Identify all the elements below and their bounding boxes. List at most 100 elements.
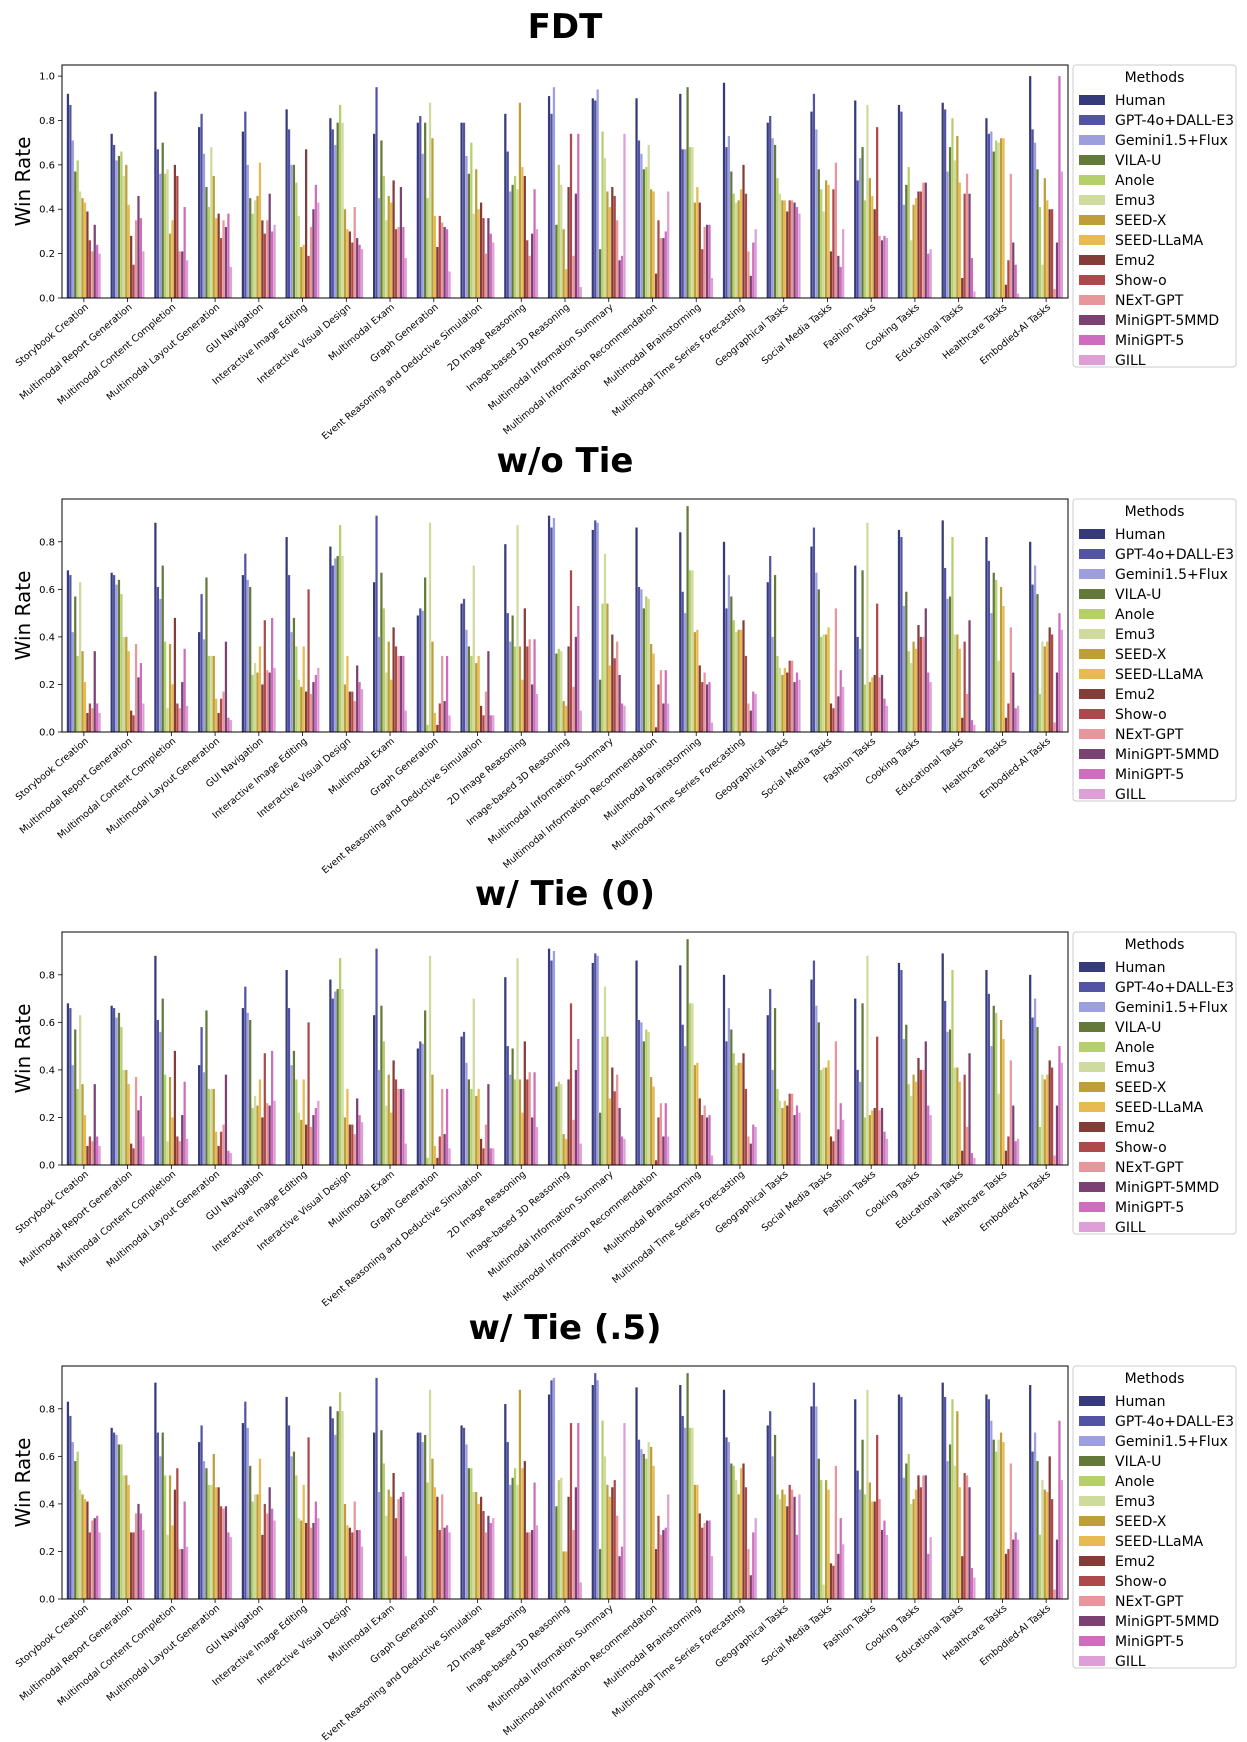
bar	[878, 1499, 881, 1599]
bar	[929, 1115, 932, 1165]
bar	[698, 202, 701, 298]
bar	[185, 1138, 189, 1165]
bar	[183, 648, 186, 732]
bar	[902, 1477, 905, 1599]
bar	[358, 682, 361, 732]
bar	[1046, 641, 1049, 732]
bar	[351, 1532, 354, 1599]
bar	[783, 1494, 786, 1599]
bar	[739, 189, 743, 298]
bar	[341, 122, 344, 298]
bar	[664, 231, 667, 298]
bar	[730, 1463, 733, 1599]
bar	[608, 1098, 611, 1165]
bar	[1043, 1489, 1046, 1599]
bar	[1051, 1499, 1054, 1599]
legend-label: MiniGPT-5MMD	[1115, 747, 1219, 763]
legend-title: Methods	[1125, 504, 1185, 520]
bar	[382, 1041, 385, 1165]
bar	[710, 722, 714, 732]
bar	[377, 1492, 381, 1599]
bar	[654, 1160, 658, 1165]
bar	[567, 187, 570, 298]
bar	[735, 1065, 738, 1165]
bar	[416, 615, 419, 732]
bar	[475, 169, 478, 298]
bar	[509, 1074, 512, 1165]
x-tick-label: Storybook Creation	[14, 736, 91, 803]
bar	[973, 291, 976, 298]
bar	[754, 1518, 757, 1599]
bar	[946, 1031, 949, 1165]
bar	[394, 1079, 398, 1165]
bar	[829, 703, 833, 732]
bar	[122, 175, 125, 298]
bar	[613, 1091, 616, 1165]
bar	[705, 1520, 709, 1599]
bar	[142, 1136, 145, 1165]
bar	[620, 1546, 624, 1599]
bar	[377, 1069, 381, 1165]
bar	[176, 703, 179, 732]
bar	[905, 184, 908, 298]
bar	[445, 655, 449, 732]
bar	[154, 91, 157, 298]
bar	[173, 1489, 177, 1599]
legend-label: GILL	[1115, 787, 1146, 803]
bar	[475, 1096, 478, 1165]
bar	[200, 1425, 203, 1599]
bar	[730, 1029, 733, 1165]
bar	[96, 244, 99, 298]
bar	[1060, 1480, 1063, 1599]
legend-label: GILL	[1115, 1220, 1146, 1236]
legend-label: NExT-GPT	[1115, 1160, 1184, 1176]
y-axis-label: Win Rate	[11, 137, 35, 227]
bar	[737, 1494, 740, 1599]
bar	[392, 627, 395, 732]
bar	[703, 1105, 706, 1165]
bar	[348, 231, 351, 298]
bar	[565, 269, 568, 298]
bar	[268, 1105, 271, 1165]
bar	[598, 1112, 602, 1165]
bar	[953, 160, 957, 298]
bar	[659, 1103, 663, 1165]
bar	[334, 558, 337, 732]
bar	[948, 1444, 952, 1599]
legend-label: SEED-X	[1115, 647, 1167, 663]
bar	[1004, 284, 1008, 298]
bar	[297, 679, 300, 732]
bar	[385, 672, 388, 732]
bar	[944, 1000, 947, 1165]
bar	[115, 1434, 118, 1599]
legend-title: Methods	[1125, 1371, 1185, 1387]
bar	[443, 1134, 446, 1165]
bar	[482, 218, 485, 298]
y-tick-label: 0.2	[39, 680, 55, 691]
bar	[693, 632, 697, 732]
bar	[999, 1019, 1003, 1165]
bar	[441, 1088, 444, 1165]
bar	[616, 641, 619, 732]
bar	[492, 1148, 495, 1165]
bar	[292, 1050, 296, 1165]
bar	[618, 1107, 621, 1165]
bar	[555, 224, 558, 298]
bar	[295, 1079, 298, 1165]
bar	[941, 1382, 944, 1599]
bar	[944, 567, 947, 732]
bar	[346, 655, 349, 732]
legend-label: GPT-4o+DALL-E3	[1115, 547, 1234, 563]
bar	[608, 665, 611, 732]
bar	[547, 515, 551, 732]
legend-label: Show-o	[1115, 1574, 1167, 1590]
bar	[924, 608, 927, 732]
bar	[776, 1088, 779, 1165]
bar	[705, 224, 709, 298]
bar	[1007, 703, 1010, 732]
bar	[249, 586, 252, 732]
bar	[258, 1079, 262, 1165]
bar	[71, 140, 74, 298]
bar	[652, 191, 655, 298]
bar	[69, 104, 72, 298]
